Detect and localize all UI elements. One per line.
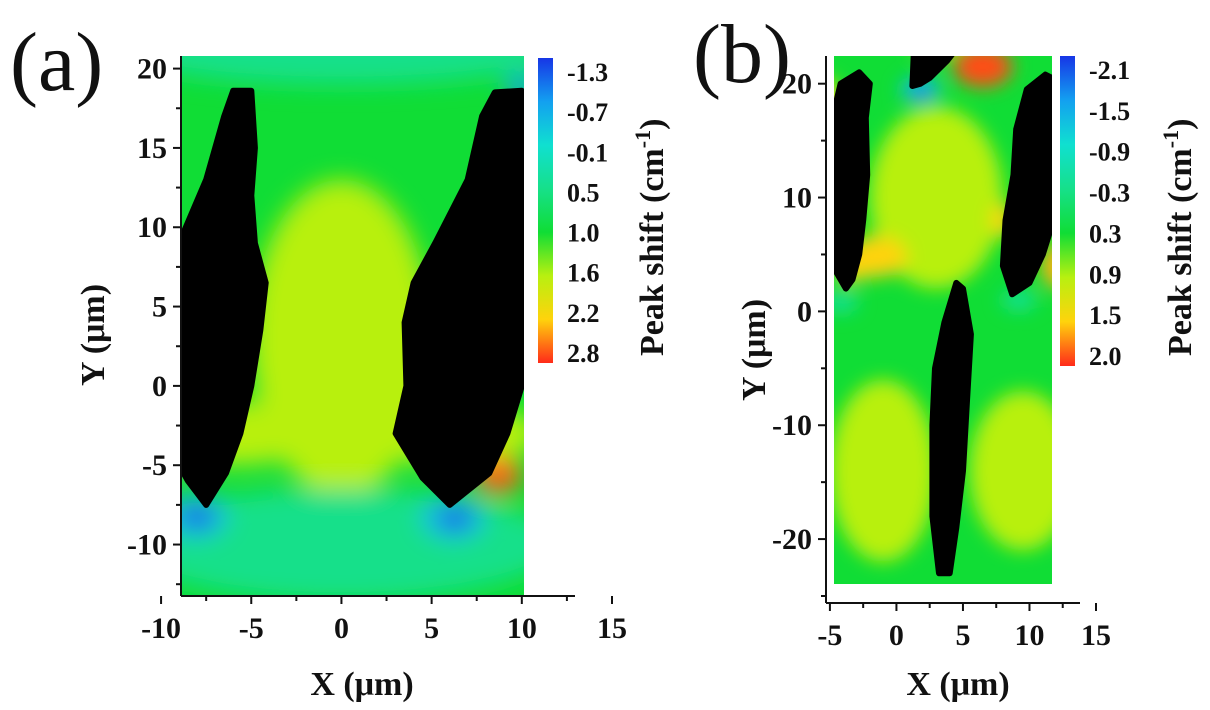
- colorbar-tick-label: -1.3: [567, 58, 608, 87]
- heatmap-region: [969, 391, 1052, 551]
- x-tick-label: 15: [597, 612, 627, 645]
- heatmap-region: [834, 379, 937, 562]
- y-tick-label: -20: [772, 523, 812, 556]
- colorbar-tick-label: 0.3: [1089, 219, 1122, 248]
- x-tick-label: 10: [1014, 619, 1044, 652]
- y-tick-label: 20: [137, 53, 167, 86]
- panel-b-xlabel: X (μm): [906, 666, 1009, 703]
- heatmap-region: [438, 509, 472, 529]
- colorbar-tick-label: 1.5: [1089, 301, 1122, 330]
- colorbar-tick-label: -2.1: [1089, 56, 1130, 85]
- x-tick-label: 0: [889, 619, 904, 652]
- heatmap-region: [181, 56, 524, 85]
- x-tick-label: 0: [334, 612, 349, 645]
- x-tick-label: 10: [507, 612, 537, 645]
- y-tick-label: 15: [137, 132, 167, 165]
- heatmap-region: [953, 56, 1013, 88]
- nanowire-mask: [929, 279, 974, 577]
- heatmap-region: [913, 88, 930, 100]
- nanowire-mask: [909, 56, 955, 89]
- panel-b-colorbar: -2.1 -1.5 -0.9 -0.3 0.3 0.9 1.5 2.0: [1060, 56, 1130, 371]
- x-tick-label: -10: [141, 612, 181, 645]
- y-tick-label: -5: [142, 449, 167, 482]
- panel-a: (a) -10 -5 0 5 10 15 -10 -5 0 5 10 15 20 X (μm) Y (μ…: [10, 16, 671, 703]
- y-tick-label: 5: [152, 291, 167, 324]
- panel-a-colorbar: -1.3 -0.7 -0.1 0.5 1.0 1.6 2.2 2.8: [538, 58, 608, 368]
- panel-b-label: (b): [693, 8, 791, 101]
- colorbar-tick-label: -0.1: [567, 138, 608, 167]
- nanowire-mask: [999, 71, 1052, 298]
- heatmap-region: [869, 106, 1003, 289]
- x-tick-label: -5: [817, 619, 842, 652]
- y-tick-label: 0: [797, 295, 812, 328]
- heatmap-region: [931, 56, 942, 57]
- x-tick-label: 5: [424, 612, 439, 645]
- colorbar-tick-label: 0.9: [1089, 260, 1122, 289]
- heatmap-region: [181, 508, 214, 528]
- x-tick-label: -5: [239, 612, 264, 645]
- y-tick-label: -10: [772, 409, 812, 442]
- colorbar-tick-label: 0.5: [567, 178, 600, 207]
- panel-a-label: (a): [10, 16, 103, 109]
- panel-a-xlabel: X (μm): [310, 666, 413, 703]
- colorbar-tick-label: 1.6: [567, 259, 600, 288]
- colorbar-tick-label: -1.5: [1089, 97, 1130, 126]
- panel-b-ylabel: Y (μm): [736, 299, 773, 401]
- panel-b: (b) -5 0 5 10 15 -20 -10 0 10 20 X (μm) Y (μm) -2…: [693, 8, 1199, 703]
- y-tick-label: 10: [782, 182, 812, 215]
- x-tick-label: 15: [1081, 619, 1111, 652]
- y-tick-label: 20: [782, 68, 812, 101]
- colorbar-tick-label: 2.8: [567, 339, 600, 368]
- panel-b-colorbar-title: Peak shift (cm-1): [1158, 119, 1199, 356]
- y-tick-label: 10: [137, 211, 167, 244]
- panel-a-ylabel: Y (μm): [75, 284, 112, 386]
- colorbar-tick-label: 2.2: [567, 299, 600, 328]
- y-tick-label: -10: [127, 529, 167, 562]
- nanowire-mask: [181, 87, 269, 508]
- panel-a-heatmap: [181, 56, 524, 596]
- panel-b-nanowire-masks: [834, 56, 1052, 577]
- panel-a-nanowire-masks: [181, 87, 524, 508]
- colorbar-tick-label: -0.7: [567, 98, 608, 127]
- colorbar-tick-label: 1.0: [567, 219, 600, 248]
- panel-a-colorbar-title: Peak shift (cm-1): [630, 119, 671, 356]
- colorbar-tick-label: -0.3: [1089, 179, 1130, 208]
- colorbar-scale: [1060, 56, 1075, 366]
- panel-a-axes: -10 -5 0 5 10 15 -10 -5 0 5 10 15 20: [127, 53, 627, 645]
- nanowire-mask: [834, 69, 873, 292]
- y-tick-label: 0: [152, 370, 167, 403]
- heatmap-region: [834, 292, 858, 313]
- nanowire-mask: [392, 87, 524, 508]
- colorbar-tick-label: 2.0: [1089, 342, 1122, 371]
- colorbar-scale: [538, 58, 553, 363]
- panel-b-intensity-regions: [834, 56, 1052, 562]
- panel-b-heatmap: [834, 56, 1052, 584]
- colorbar-tick-label: -0.9: [1089, 138, 1130, 167]
- panel-b-axes: -5 0 5 10 15 -20 -10 0 10 20: [772, 56, 1111, 652]
- x-tick-label: 5: [955, 619, 970, 652]
